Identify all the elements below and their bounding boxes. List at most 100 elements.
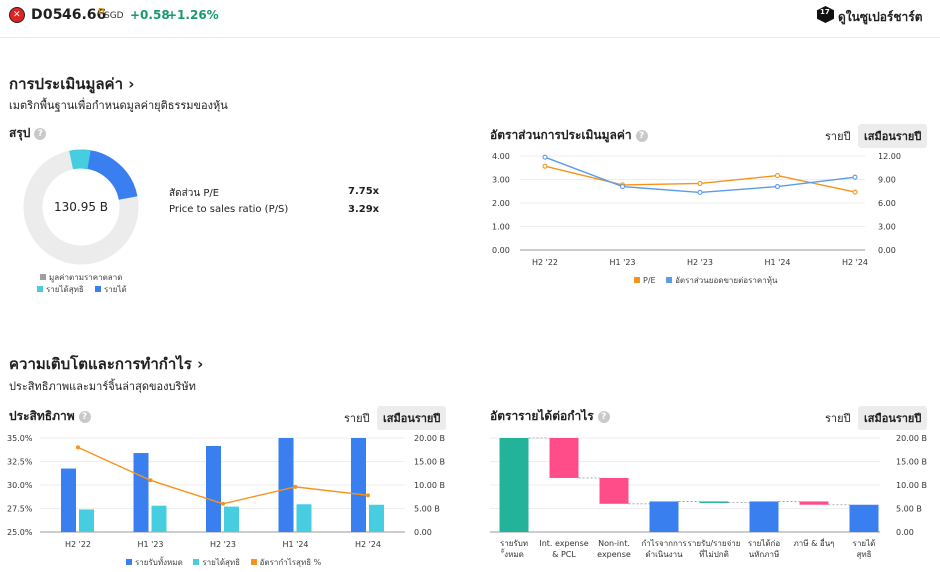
revenue-to-profit-title: อัตรารายได้ต่อกำไร?: [490, 407, 610, 426]
data-point: [293, 484, 298, 489]
right-axis-tick: 0.00: [878, 246, 896, 255]
ticker-symbol[interactable]: D05: [31, 7, 63, 23]
x-axis-tick: H2 '22: [532, 258, 558, 267]
waterfall-bar: [549, 438, 579, 478]
left-axis-tick: 35.0%: [7, 434, 33, 443]
donut-legend-market-cap: มูลค่าตามราคาตลาด: [40, 271, 122, 284]
toggle-quasi-annual[interactable]: เสมือนรายปี: [858, 406, 928, 430]
data-point: [697, 189, 703, 195]
waterfall-bar: [599, 477, 629, 504]
valuation-ratios-chart: 4.00 3.00 2.00 1.00 0.00 12.00 9.00 6.00 3.00 0.0…: [492, 152, 901, 267]
legend-swatch-icon: [95, 286, 101, 292]
bar: [351, 438, 366, 532]
supercharts-icon[interactable]: 17: [817, 6, 834, 23]
legend-pe: P/E: [643, 276, 656, 285]
waterfall-bar: [649, 501, 679, 532]
price-change: +0.58: [130, 8, 170, 22]
waterfall-bar: [699, 501, 729, 503]
bar: [296, 504, 312, 532]
left-axis-tick: 25.0%: [7, 528, 33, 537]
growth-section-title[interactable]: ความเติบโตและการทำกำไร ›: [9, 355, 204, 373]
help-icon[interactable]: ?: [34, 128, 47, 140]
toggle-annual[interactable]: รายปี: [825, 130, 851, 143]
data-point: [774, 173, 781, 179]
left-axis-tick: 27.5%: [7, 505, 33, 514]
legend-ps: อัตราส่วนยอดขายต่อราคาหุ้น: [675, 276, 778, 285]
donut-legend-net-income: รายได้สุทธิ: [37, 283, 84, 296]
x-axis-tick: Int. expense & PCL: [539, 539, 588, 559]
right-axis-tick: 10.00 B: [414, 481, 445, 490]
x-axis-tick: H2 '23: [210, 540, 236, 549]
right-axis-tick: 0.00: [414, 528, 432, 537]
x-axis-tick: H1 '24: [282, 540, 308, 549]
help-icon[interactable]: ?: [597, 411, 610, 423]
data-point: [774, 183, 781, 190]
donut-center-value: 130.95 B: [54, 200, 108, 214]
data-point: [221, 501, 225, 506]
toggle-annual[interactable]: รายปี: [344, 412, 370, 425]
data-point: [366, 493, 370, 498]
revenue-to-profit-chart: 20.00 B 15.00 B 10.00 B 5.00 B 0.00 รายรับทั้…: [490, 434, 927, 559]
growth-section-subtitle: ประสิทธิภาพและมาร์จิ้นล่าสุดของบริษัท: [9, 380, 196, 393]
help-icon[interactable]: ?: [78, 411, 91, 423]
x-axis-tick: H2 '24: [842, 258, 868, 267]
valuation-section-subtitle: เมตริกพื้นฐานเพื่อกำหนดมูลค่ายุติธรรมของ…: [9, 99, 228, 112]
last-price: 46.66: [62, 7, 107, 23]
legend-net-margin: อัตรากำไรสุทธิ %: [259, 558, 322, 567]
data-point: [619, 183, 626, 190]
currency-label: SGD: [104, 11, 124, 21]
x-axis-tick: H2 '24: [355, 540, 381, 549]
x-axis-tick: รายได้สุทธิ: [853, 539, 876, 559]
legend-swatch-icon: [634, 277, 640, 283]
right-axis-tick: 5.00 B: [896, 505, 922, 514]
right-axis-tick: 12.00: [878, 152, 901, 161]
legend-net-income: รายได้สุทธิ: [202, 558, 241, 567]
data-point: [76, 445, 80, 450]
toggle-quasi-annual[interactable]: เสมือนรายปี: [377, 406, 447, 430]
x-axis-tick: รายได้ก่อนหักภาษี: [748, 539, 781, 559]
legend-swatch-icon: [37, 286, 43, 292]
left-axis-tick: 30.0%: [7, 481, 33, 490]
data-point: [852, 189, 858, 195]
view-in-supercharts-link[interactable]: ดูในซูเปอร์ชาร์ต: [838, 10, 923, 24]
pe-ratio-value: 7.75x: [348, 186, 380, 197]
left-axis-tick: 3.00: [492, 176, 510, 185]
bar: [61, 468, 76, 532]
help-icon[interactable]: ?: [635, 130, 648, 142]
valuation-section-title[interactable]: การประเมินมูลค่า ›: [9, 75, 135, 93]
left-axis-tick: 32.5%: [7, 458, 33, 467]
valuation-donut-chart: 130.95 B: [23, 149, 139, 265]
waterfall-bar: [849, 504, 879, 532]
ps-ratio-label: Price to sales ratio (P/S): [169, 204, 289, 215]
toggle-quasi-annual[interactable]: เสมือนรายปี: [858, 124, 928, 148]
legend-swatch-icon: [250, 559, 257, 565]
right-axis-tick: 10.00 B: [896, 481, 927, 490]
waterfall-bar: [749, 501, 779, 532]
toggle-annual[interactable]: รายปี: [825, 412, 851, 425]
x-axis-tick: H1 '23: [609, 258, 635, 267]
bar: [133, 453, 149, 532]
data-point: [148, 478, 153, 483]
x-axis-tick: H1 '23: [137, 540, 163, 549]
valuation-ratios-title: อัตราส่วนการประเมินมูลค่า?: [490, 126, 648, 145]
right-axis-tick: 0.00: [896, 528, 914, 537]
bar: [79, 509, 94, 532]
legend-swatch-icon: [40, 274, 46, 280]
summary-panel-title: สรุป?: [9, 124, 47, 143]
right-axis-tick: 20.00 B: [896, 434, 927, 443]
bar: [224, 506, 239, 532]
waterfall-bar: [799, 501, 829, 505]
bar: [278, 438, 294, 532]
right-axis-tick: 3.00: [878, 223, 896, 232]
data-point: [542, 163, 548, 169]
left-axis-tick: 0.00: [492, 246, 510, 255]
series-line: [77, 446, 369, 505]
x-axis-tick: H2 '22: [65, 540, 91, 549]
bar: [369, 504, 384, 532]
x-axis-tick: H2 '23: [687, 258, 713, 267]
left-axis-tick: 1.00: [492, 223, 510, 232]
efficiency-panel-title: ประสิทธิภาพ?: [9, 407, 91, 426]
right-axis-tick: 15.00 B: [414, 458, 445, 467]
legend-swatch-icon: [666, 277, 673, 283]
x-axis-tick: Non-int. expense: [597, 539, 631, 559]
